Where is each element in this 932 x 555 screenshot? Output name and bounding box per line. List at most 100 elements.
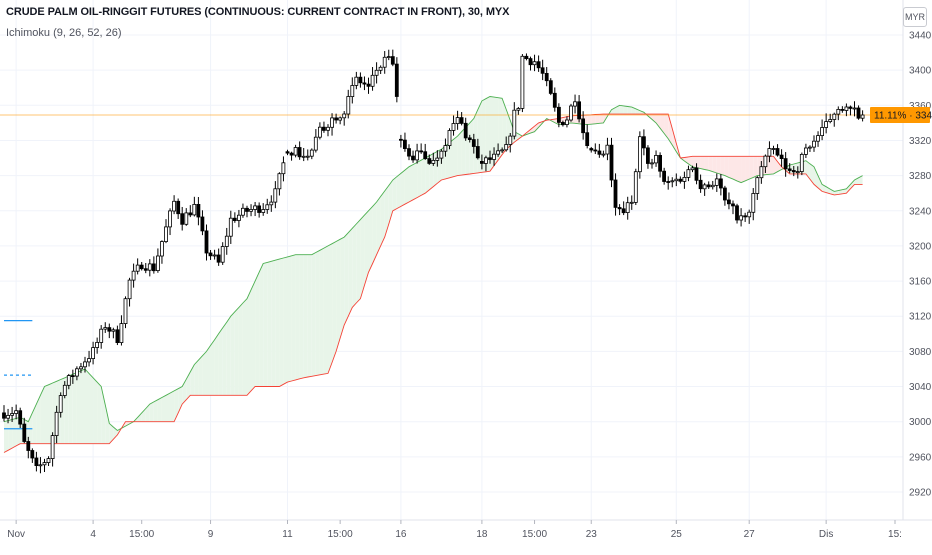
candle bbox=[249, 204, 253, 217]
candle bbox=[289, 151, 294, 161]
candle bbox=[609, 137, 614, 188]
cloud-segment bbox=[530, 126, 535, 134]
candle bbox=[702, 182, 707, 196]
candle bbox=[159, 240, 164, 264]
candle bbox=[605, 137, 610, 161]
candle bbox=[427, 154, 432, 165]
cloud-segment bbox=[409, 164, 413, 202]
candle bbox=[111, 327, 116, 339]
candle bbox=[832, 112, 837, 127]
candle bbox=[70, 369, 75, 384]
candle bbox=[79, 362, 83, 374]
cloud-segment bbox=[404, 166, 409, 205]
blue-levels bbox=[4, 320, 33, 430]
cloud-segment bbox=[166, 393, 170, 422]
candle bbox=[240, 203, 245, 218]
candle bbox=[269, 195, 274, 212]
cloud-segment bbox=[76, 370, 81, 444]
cloud-segment bbox=[587, 114, 592, 125]
cloud-segment bbox=[263, 262, 268, 387]
cloud-segment bbox=[449, 139, 454, 178]
candle bbox=[216, 248, 221, 266]
candle bbox=[22, 417, 27, 444]
candle bbox=[232, 212, 237, 223]
y-tick-label: 3320 bbox=[909, 136, 932, 147]
cloud-segment bbox=[720, 156, 725, 176]
cloud-segment bbox=[623, 105, 628, 115]
y-axis: 2920 2960 3000 3040 3080 3120 3160 3200 3240 3280… bbox=[909, 31, 932, 499]
cloud-segment bbox=[392, 176, 397, 211]
candle bbox=[581, 111, 585, 140]
cloud-segment bbox=[777, 161, 782, 172]
candle bbox=[783, 152, 788, 177]
currency-button[interactable]: MYR bbox=[903, 7, 927, 27]
candle bbox=[658, 152, 662, 178]
cloud-segment bbox=[340, 237, 345, 339]
candle bbox=[528, 56, 533, 71]
candle bbox=[723, 185, 727, 206]
cloud-segment bbox=[700, 156, 705, 170]
candle bbox=[172, 195, 177, 215]
candle bbox=[787, 163, 792, 174]
candle bbox=[791, 166, 796, 177]
candle bbox=[836, 106, 841, 121]
cloud-segment bbox=[218, 327, 223, 396]
cloud-segment bbox=[854, 177, 859, 185]
candle bbox=[727, 192, 731, 210]
candle bbox=[593, 143, 598, 155]
x-tick-label: 9 bbox=[208, 529, 214, 540]
y-tick-label: 3080 bbox=[909, 347, 932, 358]
cloud-segment bbox=[838, 189, 843, 195]
cloud-segment bbox=[498, 97, 503, 161]
candle bbox=[38, 457, 43, 474]
candle bbox=[520, 54, 525, 113]
cloud-segment bbox=[161, 395, 166, 422]
cloud-segment bbox=[125, 421, 130, 427]
cloud-segment bbox=[153, 399, 158, 422]
candle bbox=[87, 350, 91, 367]
cloud-segment bbox=[206, 345, 211, 396]
candle bbox=[245, 205, 249, 218]
cloud-segment bbox=[303, 254, 308, 378]
cloud-segment bbox=[319, 248, 324, 375]
cloud-segment bbox=[356, 219, 361, 303]
candle bbox=[642, 129, 646, 156]
cloud-segment bbox=[12, 418, 17, 449]
indicator-legend[interactable]: Ichimoku (9, 26, 52, 26) bbox=[6, 27, 122, 39]
candle bbox=[706, 181, 711, 189]
candle bbox=[714, 173, 719, 192]
candle bbox=[58, 392, 63, 418]
cloud-segment bbox=[737, 156, 742, 183]
candle bbox=[856, 105, 861, 120]
cloud-segment bbox=[210, 339, 215, 396]
candle bbox=[220, 242, 225, 265]
candle bbox=[500, 147, 505, 154]
x-tick-label: 23 bbox=[586, 529, 598, 540]
cloud-segment bbox=[315, 250, 320, 376]
y-tick-label: 3440 bbox=[909, 31, 932, 42]
candle bbox=[524, 53, 529, 61]
cloud-segment bbox=[708, 156, 713, 172]
cloud-segment bbox=[275, 259, 280, 387]
candle bbox=[180, 206, 185, 231]
candle bbox=[151, 256, 156, 274]
cloud-segment bbox=[490, 96, 494, 172]
candle bbox=[654, 150, 658, 167]
candle bbox=[212, 249, 217, 260]
cloud-segment bbox=[234, 307, 239, 396]
candle bbox=[95, 337, 99, 354]
candle bbox=[646, 145, 650, 169]
candle bbox=[828, 113, 833, 124]
candle bbox=[552, 87, 557, 112]
cloud-segment bbox=[4, 420, 9, 453]
candle bbox=[451, 115, 456, 136]
cloud-segment bbox=[186, 371, 191, 400]
cloud-segment bbox=[307, 254, 312, 377]
candles bbox=[2, 49, 865, 474]
candle bbox=[200, 210, 205, 236]
cloud-segment bbox=[635, 108, 640, 115]
candle bbox=[14, 404, 19, 420]
candle bbox=[366, 77, 371, 94]
